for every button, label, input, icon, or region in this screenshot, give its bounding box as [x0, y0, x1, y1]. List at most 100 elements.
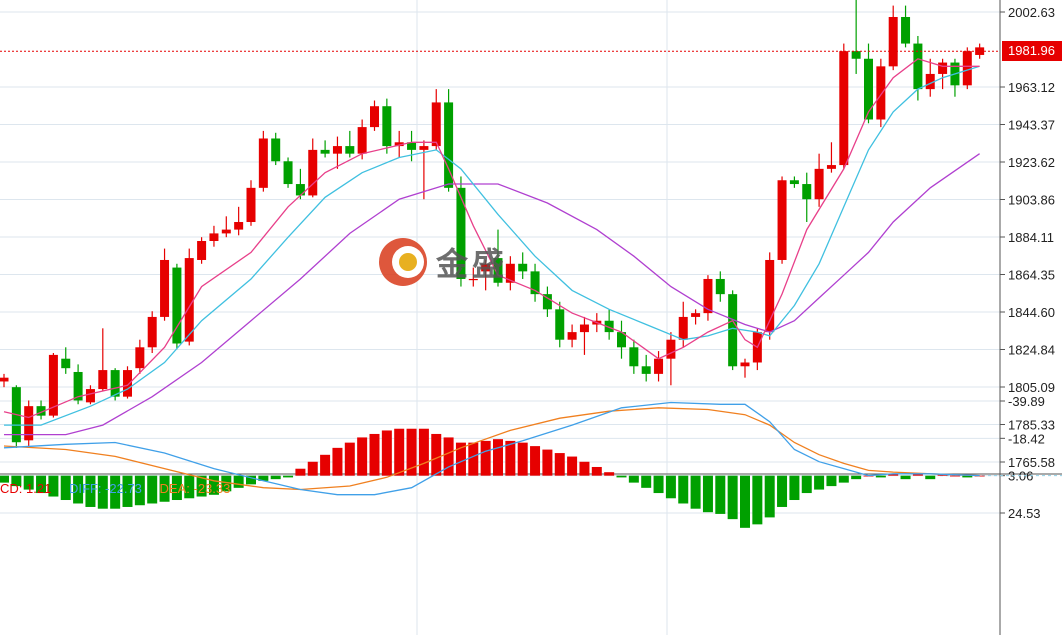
candle-body	[555, 309, 565, 340]
macd-bar	[912, 473, 923, 476]
candle-body	[209, 233, 219, 241]
candle-body	[444, 102, 454, 188]
macd-bar	[73, 475, 84, 504]
candle-body	[160, 259, 170, 317]
macd-bar	[455, 442, 466, 476]
candle-body	[975, 47, 985, 55]
macd-tick-label: -39.89	[1008, 394, 1045, 409]
candle-body	[703, 278, 713, 314]
candle-body	[567, 332, 577, 340]
macd-bar	[542, 449, 553, 476]
candle-body	[36, 406, 46, 416]
candle-body	[617, 332, 626, 348]
candle-body	[481, 263, 491, 272]
candle-body	[382, 106, 392, 147]
candle-body	[493, 258, 503, 283]
candle-body	[85, 389, 95, 403]
price-tick-label: 1785.33	[1008, 418, 1055, 433]
candle-body	[579, 324, 589, 333]
candle-body	[308, 149, 318, 196]
candle-body	[295, 184, 305, 196]
candle-body	[666, 339, 676, 359]
macd-bar	[604, 472, 615, 476]
macd-bar	[567, 456, 578, 476]
diff-value: DIFF: -22.73	[68, 481, 142, 496]
macd-bar	[740, 475, 750, 528]
macd-bar	[777, 475, 788, 507]
macd-bar	[974, 475, 985, 477]
macd-bar	[801, 475, 812, 494]
macd-bar	[48, 475, 59, 497]
grid-lines	[0, 0, 1000, 635]
candle-body	[938, 62, 948, 74]
macd-bar	[85, 475, 96, 507]
candle-body	[332, 146, 342, 154]
macd-bar	[270, 475, 281, 480]
logo-icon	[379, 238, 427, 286]
macd-bar	[665, 475, 676, 499]
candles	[0, 0, 985, 448]
diff-line	[3, 401, 980, 496]
macd-bar	[838, 475, 849, 483]
macd-bar	[493, 439, 503, 476]
candle-body	[234, 222, 244, 230]
ma-fast-line	[3, 58, 980, 419]
candle-body	[123, 370, 132, 397]
ma-mid-line	[4, 65, 980, 426]
candle-body	[0, 377, 9, 382]
macd-bar	[344, 442, 355, 476]
macd-bar	[394, 428, 405, 476]
macd-bar	[925, 475, 936, 480]
macd-bar	[147, 475, 158, 504]
dea-line	[3, 407, 980, 491]
macd-bar	[406, 428, 417, 476]
candle-body	[789, 180, 799, 185]
candle-body	[98, 370, 108, 390]
macd-bar	[307, 461, 318, 476]
macd-bar	[715, 475, 726, 514]
price-tick-label: 1943.37	[1008, 117, 1055, 132]
price-tick-label: 1884.11	[1008, 230, 1054, 245]
candle-body	[172, 267, 182, 344]
macd-bar	[814, 475, 825, 490]
price-tick-label: 1805.09	[1008, 380, 1055, 395]
macd-bar	[628, 475, 639, 483]
candle-body	[765, 259, 775, 333]
candle-body	[48, 354, 58, 416]
candle-body	[542, 294, 552, 310]
macd-bar	[641, 475, 652, 488]
macd-bar	[678, 475, 689, 504]
candle-body	[283, 161, 293, 185]
candle-body	[826, 165, 836, 169]
candle-body	[135, 347, 145, 369]
candle-body	[777, 180, 787, 260]
macd-bar	[381, 430, 392, 476]
candle-body	[407, 142, 417, 150]
macd-bar	[369, 433, 380, 476]
candle-body	[357, 127, 367, 154]
macd-bar	[530, 446, 541, 476]
macd-bar	[418, 428, 429, 476]
candle-body	[505, 263, 515, 283]
macd-bar	[653, 475, 664, 494]
macd-bar	[221, 475, 232, 492]
candle-body	[876, 66, 886, 120]
candle-body	[431, 102, 441, 147]
macd-bar	[171, 475, 182, 501]
macd-bar	[184, 475, 195, 499]
price-tick-label: 1824.84	[1008, 343, 1055, 358]
candle-body	[61, 358, 71, 369]
price-tick-label: 1963.12	[1008, 80, 1055, 95]
candle-body	[901, 16, 911, 44]
candle-body	[851, 51, 861, 59]
candle-body	[271, 138, 281, 162]
macd-bar	[97, 475, 108, 509]
candle-body	[184, 258, 194, 342]
macd-bar	[616, 475, 627, 478]
macd-bar	[579, 461, 590, 476]
candle-body	[370, 106, 379, 128]
watermark-text: 金盛	[436, 246, 509, 282]
candle-body	[518, 263, 528, 272]
candle-body	[925, 73, 935, 90]
